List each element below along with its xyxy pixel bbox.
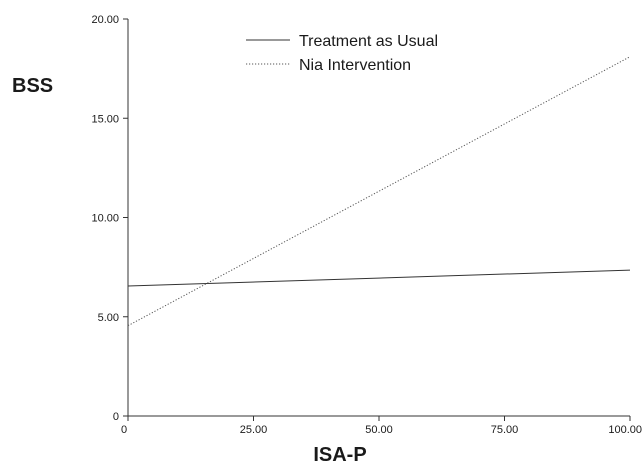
x-tick-label: 100.00 (608, 424, 642, 436)
legend-label: Treatment as Usual (299, 33, 438, 50)
series-line-nia-intervention (127, 56, 631, 327)
y-axis-title: BSS (12, 75, 53, 97)
x-tick-label: 25.00 (240, 424, 268, 436)
x-axis-title: ISA-P (313, 444, 366, 466)
legend-label: Nia Intervention (299, 57, 411, 74)
y-tick-label: 0 (113, 411, 119, 423)
chart-series (127, 56, 631, 327)
y-tick-label: 10.00 (91, 213, 119, 225)
chart-legend: Treatment as Usual Nia Intervention (246, 33, 438, 74)
x-tick-label: 50.00 (365, 424, 393, 436)
y-tick-label: 20.00 (91, 14, 119, 26)
y-tick-label: 5.00 (98, 312, 119, 324)
x-tick-label: 0 (121, 424, 127, 436)
series-line-treatment-as-usual (127, 269, 631, 287)
chart-axes: 0 5.00 10.00 15.00 20.00 0 25.00 50.00 75.00 100.… (91, 14, 642, 436)
x-tick-label: 75.00 (491, 424, 519, 436)
y-tick-label: 15.00 (91, 113, 119, 125)
